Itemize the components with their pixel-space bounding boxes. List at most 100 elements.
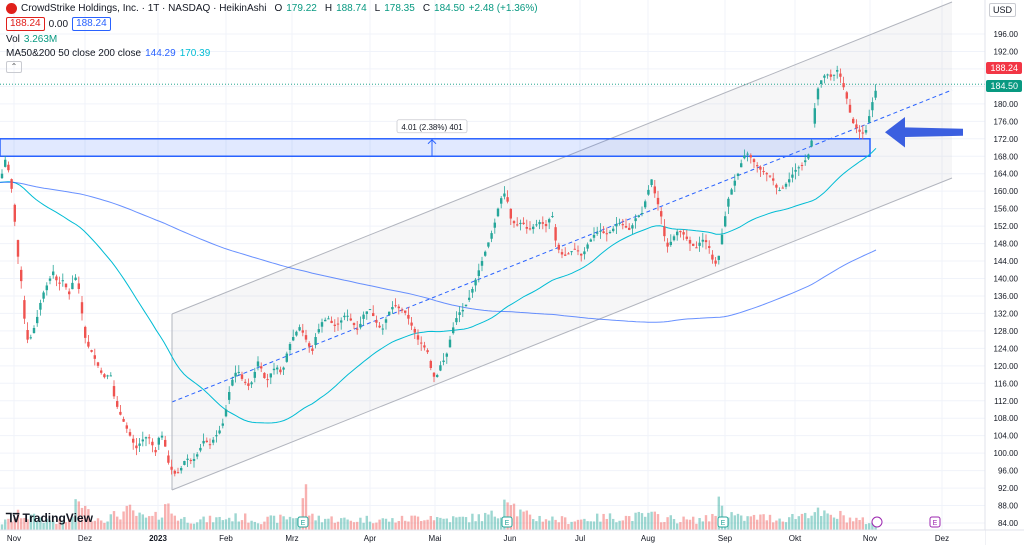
candle-body (173, 470, 176, 474)
volume-bar (365, 515, 368, 530)
volume-bar (157, 519, 160, 530)
horizontal-zone[interactable]: 4.01 (2.38%) 401 (0, 83, 985, 158)
candle-body (528, 228, 532, 230)
volume-bar (714, 515, 717, 530)
candle-body (836, 70, 839, 72)
volume-bar (128, 504, 132, 530)
candle-body (480, 261, 484, 266)
volume-bar (164, 504, 167, 530)
candle-body (679, 230, 682, 233)
candle-body (839, 73, 842, 77)
volume-bar (519, 509, 522, 530)
candle-body (32, 327, 36, 334)
candle-body (618, 222, 621, 224)
candle-body (752, 159, 756, 163)
volume-bar (372, 523, 375, 530)
candle-body (624, 226, 628, 228)
y-tick-label: 160.00 (994, 187, 1019, 196)
earnings-marker-label: E (721, 520, 726, 527)
volume-bar (839, 510, 842, 530)
symbol-title[interactable]: CrowdStrike Holdings, Inc. · 1T · NASDAQ… (21, 3, 267, 14)
candle-body (573, 248, 576, 250)
candle-body (272, 368, 276, 371)
candle-body (186, 458, 189, 460)
volume-bar (346, 519, 349, 530)
candle-body (247, 383, 250, 386)
volume-bar (516, 516, 519, 530)
candle-body (800, 164, 804, 166)
candle-body (196, 454, 199, 457)
volume-bar (647, 512, 650, 530)
candle-body (80, 302, 84, 314)
volume-bar (704, 515, 708, 530)
volume-bar (247, 522, 250, 530)
volume-bar (39, 517, 42, 530)
buy-button[interactable]: 188.24 (72, 17, 111, 31)
candle-body (586, 244, 589, 249)
candle-body (26, 330, 29, 340)
volume-bar (16, 509, 20, 530)
y-tick-label: 140.00 (994, 275, 1019, 284)
volume-bar (349, 520, 352, 530)
ma200-line (0, 181, 877, 323)
volume-bar (506, 502, 509, 530)
volume-bar (791, 514, 794, 530)
ma-legend[interactable]: MA50&200 50 close 200 close 144.29 170.3… (6, 48, 210, 59)
candle-body (464, 304, 468, 307)
volume-bar (196, 522, 199, 530)
volume-bar (596, 513, 599, 530)
volume-bar (557, 522, 560, 530)
earnings-marker-icon (297, 516, 309, 528)
candle-body (791, 174, 794, 178)
volume-bar (650, 511, 653, 530)
candle-body (602, 231, 605, 234)
y-tick-label: 180.00 (994, 100, 1019, 109)
volume-bar (631, 520, 634, 530)
volume-bar (420, 521, 423, 530)
candle-body (413, 328, 416, 333)
candle-body (423, 345, 426, 348)
volume-bar (429, 515, 432, 530)
volume-bar (100, 520, 103, 530)
collapse-legend-button[interactable]: ⌃ (6, 61, 22, 73)
candle-body (90, 350, 93, 352)
candle-body (282, 367, 285, 370)
currency-selector[interactable]: USD (988, 3, 1016, 17)
candle-body (714, 260, 717, 264)
volume-legend[interactable]: Vol 3.263M (6, 34, 57, 45)
volume-bar (378, 519, 381, 530)
y-tick-label: 144.00 (994, 257, 1019, 266)
candle-body (362, 314, 365, 319)
volume-bar (359, 517, 362, 530)
candle-body (109, 375, 112, 377)
candle-body (84, 326, 87, 338)
candle-body (580, 253, 583, 256)
volume-bar (468, 522, 471, 530)
tradingview-watermark: ⅂⊽ TradingView (6, 511, 93, 525)
candle-body (276, 367, 279, 370)
volume-bar (829, 514, 832, 530)
candle-body (346, 315, 349, 317)
volume-bar (132, 510, 135, 530)
candle-body (122, 419, 125, 422)
volume-bar (288, 516, 292, 530)
volume-bar (324, 518, 327, 530)
candle-body (576, 250, 580, 252)
x-axis[interactable]: Nov Dez 2023 Feb Mrz Apr Mai Jun Jul Aug Sep Okt Nov… (0, 529, 1024, 545)
candle-body (650, 179, 653, 186)
candle-body (557, 244, 560, 250)
volume-bar (640, 513, 644, 530)
volume-bar (800, 513, 804, 530)
candle-body (128, 432, 132, 436)
sell-button[interactable]: 188.24 (6, 17, 45, 31)
volume-bar (116, 516, 119, 530)
candle-body (701, 239, 704, 242)
volume-bar (589, 521, 592, 530)
candle-body (512, 221, 516, 224)
measure-arrow-head (427, 139, 437, 145)
candle-body (288, 343, 292, 350)
volume-bar (266, 516, 269, 530)
volume-bar (269, 515, 272, 530)
volume-bar (708, 521, 711, 530)
